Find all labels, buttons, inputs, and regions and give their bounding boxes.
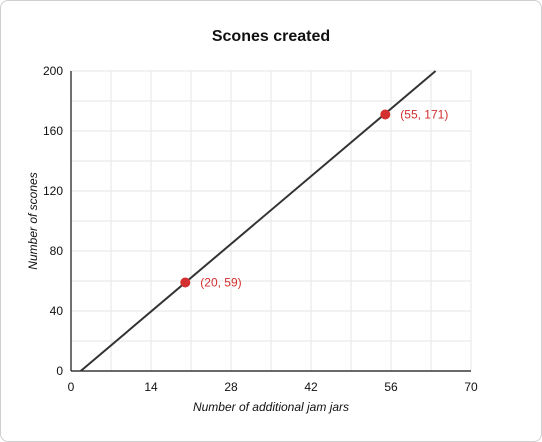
data-point-label: (55, 171) xyxy=(400,108,448,122)
x-tick-label: 0 xyxy=(68,380,75,394)
series-line xyxy=(80,70,437,372)
y-tick-label: 120 xyxy=(43,184,63,198)
y-tick-label: 0 xyxy=(56,364,63,378)
x-tick-label: 42 xyxy=(304,380,318,394)
chart-title: Scones created xyxy=(212,28,330,45)
x-axis-label: Number of additional jam jars xyxy=(193,400,349,414)
axes xyxy=(70,71,471,372)
x-tick-label: 56 xyxy=(384,380,398,394)
y-tick-label: 200 xyxy=(43,64,63,78)
series xyxy=(80,70,437,372)
y-axis-label: Number of scones xyxy=(26,172,40,269)
y-tick-label: 40 xyxy=(50,304,64,318)
tick-labels: 0 14 28 42 56 70 0 40 80 120 160 200 xyxy=(43,64,478,394)
data-point xyxy=(380,109,391,120)
highlighted-points: (20, 59) (55, 171) xyxy=(180,108,448,290)
y-tick-label: 160 xyxy=(43,124,63,138)
x-tick-label: 28 xyxy=(224,380,238,394)
y-tick-label: 80 xyxy=(50,244,64,258)
data-point xyxy=(180,277,191,288)
x-tick-label: 14 xyxy=(144,380,158,394)
x-tick-label: 70 xyxy=(464,380,478,394)
data-point-label: (20, 59) xyxy=(200,276,241,290)
